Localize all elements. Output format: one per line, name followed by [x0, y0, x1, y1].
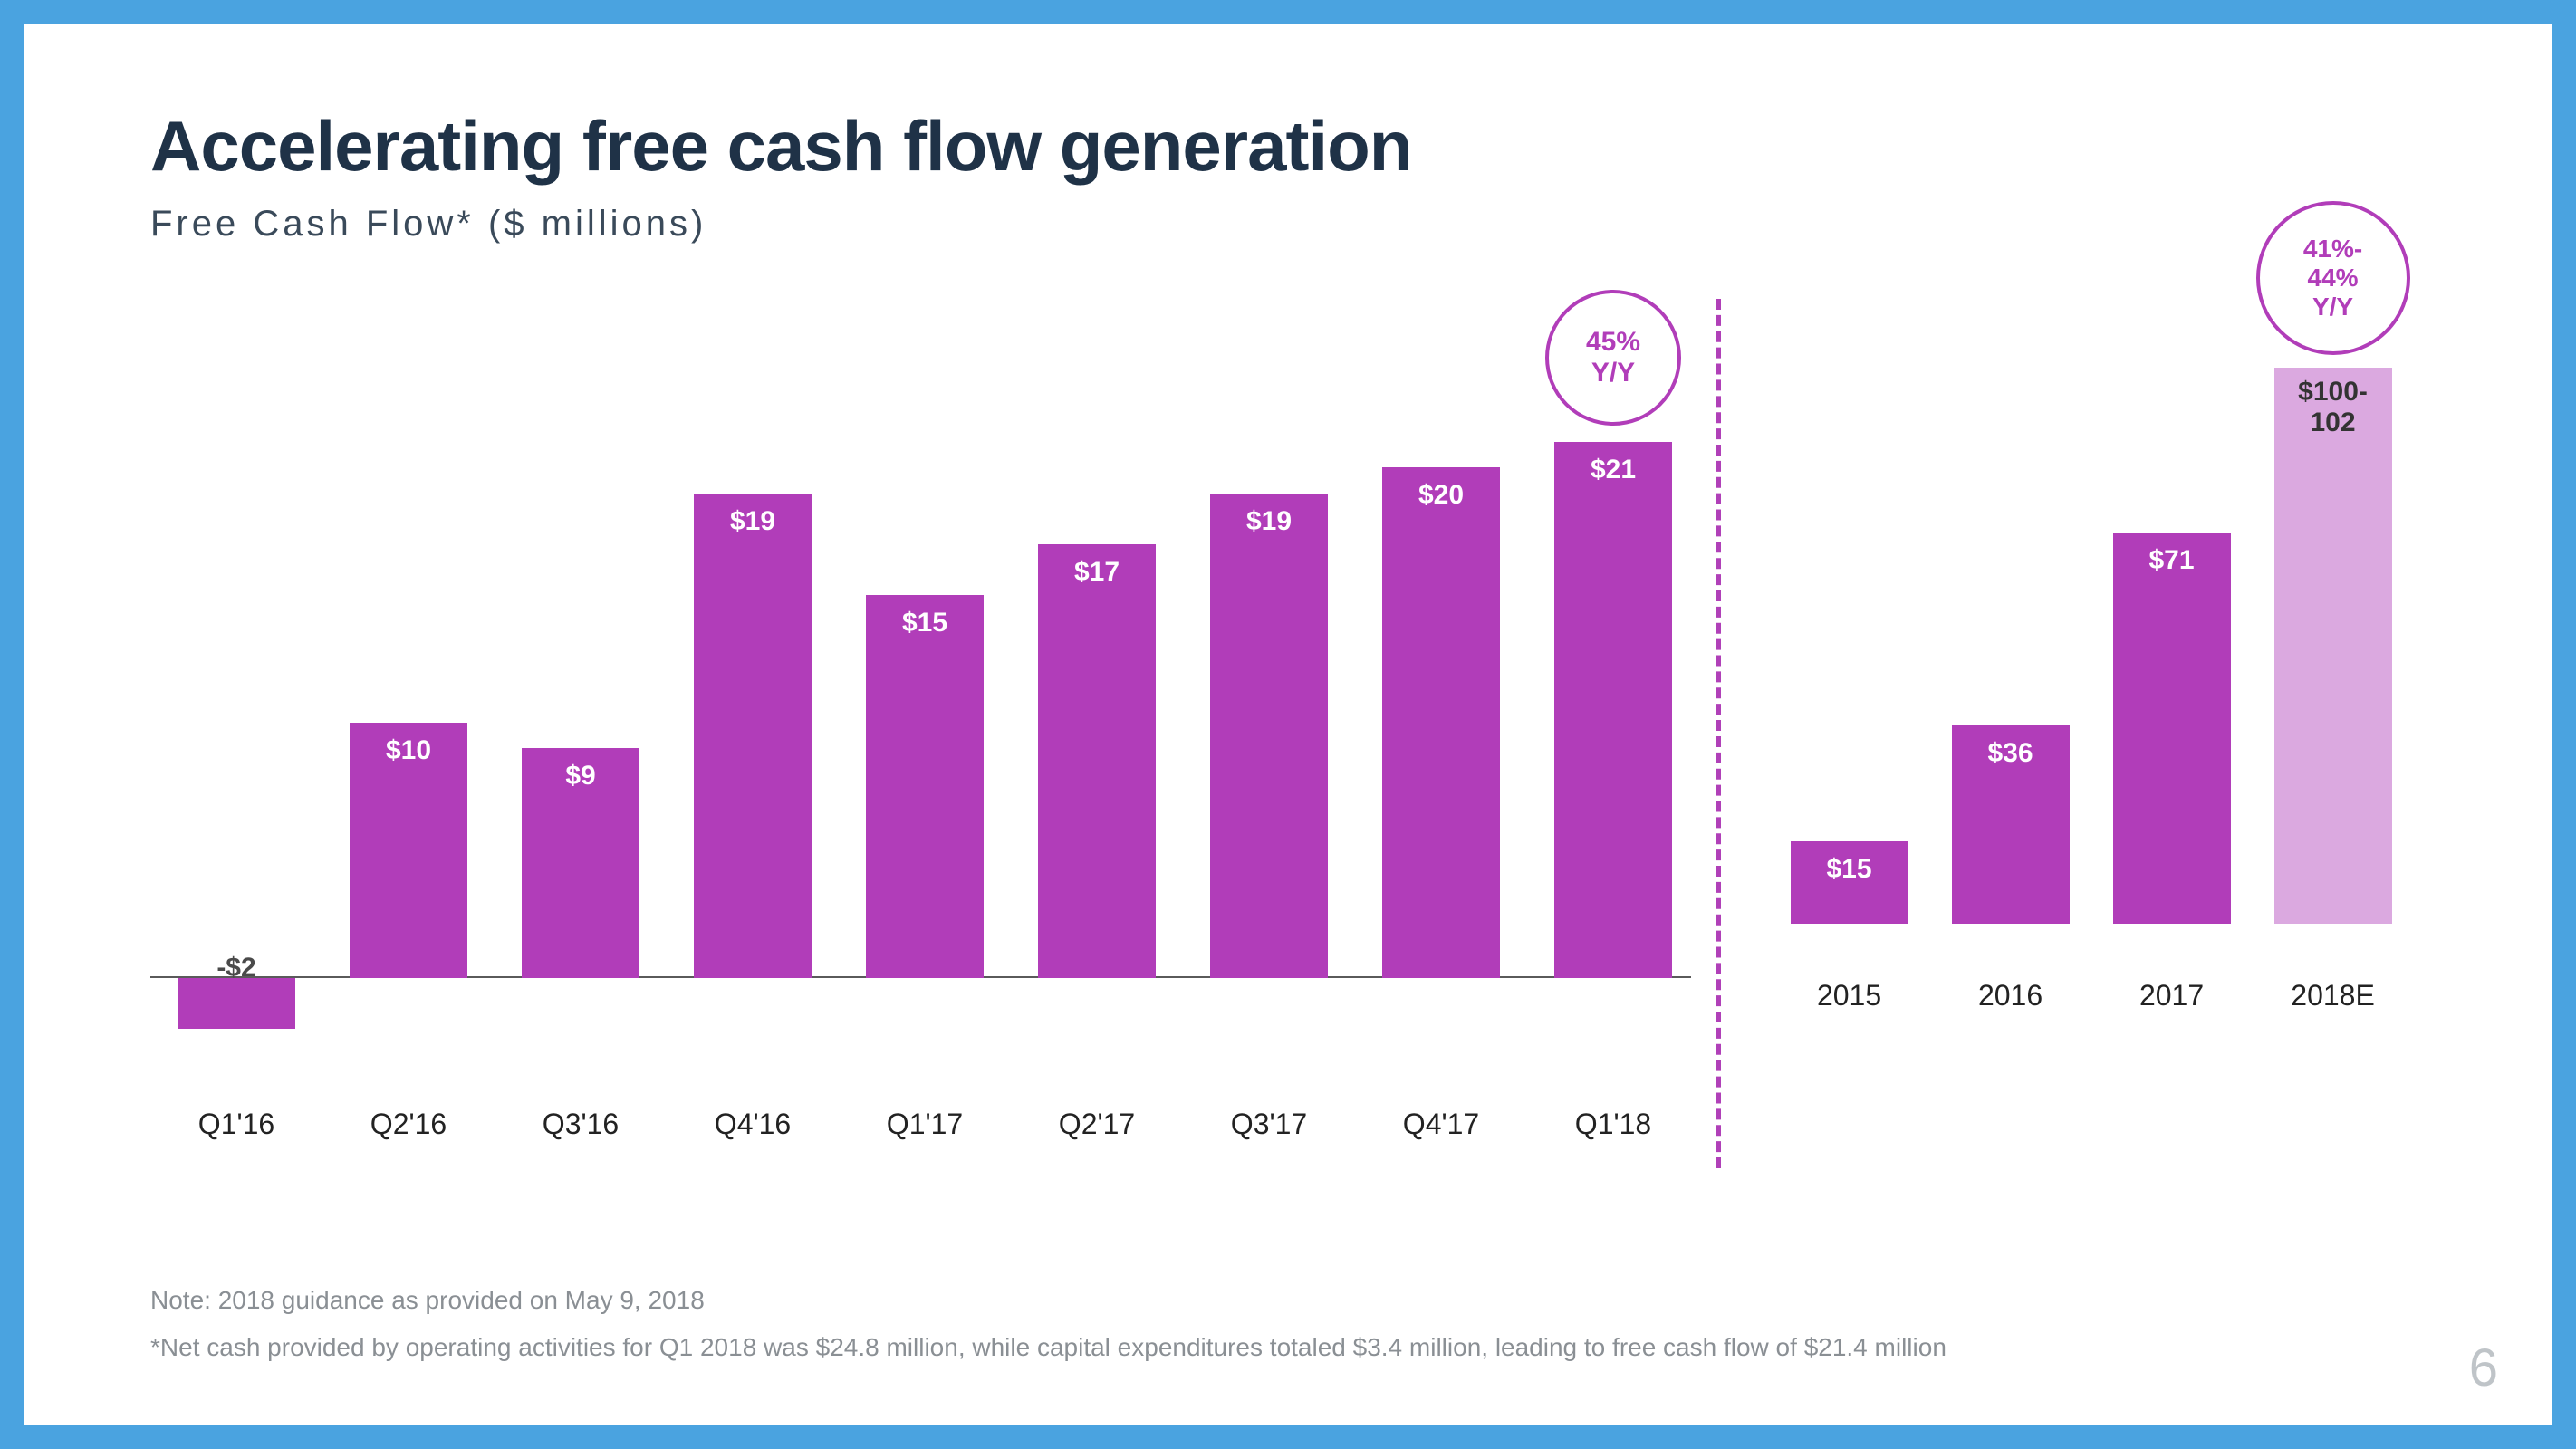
annual-chart: $152015$362016$712017$100- 1022018E41%- … — [1745, 299, 2444, 1168]
quarterly-bar-label: $17 — [1038, 557, 1156, 588]
quarterly-callout: 45% Y/Y — [1545, 290, 1681, 426]
quarterly-bar: $15 — [866, 417, 984, 1032]
quarterly-bar-label: $9 — [522, 761, 639, 792]
quarterly-xlabel: Q2'17 — [1020, 1108, 1174, 1141]
annual-bar-label: $15 — [1791, 854, 1908, 885]
quarterly-bar-rect — [694, 494, 812, 978]
quarterly-chart: -$2 Q1'16 $10 Q2'16 $9 Q3'16 $19 Q4'16 $15 Q1'17 $… — [150, 299, 1691, 1168]
annual-bar: $36 — [1952, 362, 2070, 978]
annual-bar-rect — [2274, 368, 2392, 924]
quarterly-bar-rect — [1210, 494, 1328, 978]
quarterly-bar: -$2 — [178, 417, 295, 1032]
page-number: 6 — [2469, 1338, 2498, 1398]
quarterly-xlabel: Q1'16 — [159, 1108, 313, 1141]
quarterly-bar: $21 — [1554, 417, 1672, 1032]
quarterly-xlabel: Q3'16 — [504, 1108, 658, 1141]
footnote-1: Note: 2018 guidance as provided on May 9… — [150, 1286, 2408, 1315]
annual-bar: $15 — [1791, 362, 1908, 978]
quarterly-xlabel: Q2'16 — [332, 1108, 485, 1141]
quarterly-xlabel: Q4'16 — [676, 1108, 830, 1141]
annual-xlabel: 2016 — [1934, 979, 2088, 1012]
annual-bar-label: $36 — [1952, 738, 2070, 769]
quarterly-bar: $9 — [522, 417, 639, 1032]
annual-xlabel: 2017 — [2095, 979, 2249, 1012]
footnote-2: *Net cash provided by operating activiti… — [150, 1333, 2408, 1362]
quarterly-bar-label: $19 — [1210, 506, 1328, 537]
quarterly-bar: $19 — [694, 417, 812, 1032]
quarterly-bar-label: $10 — [350, 735, 467, 766]
quarterly-bar: $10 — [350, 417, 467, 1032]
quarterly-bar: $19 — [1210, 417, 1328, 1032]
quarterly-bar-rect — [1038, 544, 1156, 978]
annual-bar-label: $71 — [2113, 545, 2231, 576]
quarterly-plot: -$2 Q1'16 $10 Q2'16 $9 Q3'16 $19 Q4'16 $15 Q1'17 $… — [150, 362, 1691, 1141]
slide-subtitle: Free Cash Flow* ($ millions) — [150, 204, 2444, 245]
slide-frame: Accelerating free cash flow generation F… — [0, 0, 2576, 1449]
annual-plot: $152015$362016$712017$100- 1022018E41%- … — [1745, 362, 2444, 1012]
quarterly-bar-rect — [1382, 467, 1500, 978]
quarterly-bar: $20 — [1382, 417, 1500, 1032]
quarterly-bar-label: -$2 — [178, 953, 295, 984]
quarterly-bar-label: $19 — [694, 506, 812, 537]
quarterly-bar-label: $15 — [866, 608, 984, 638]
quarterly-bar-label: $20 — [1382, 480, 1500, 511]
annual-bar: $71 — [2113, 362, 2231, 978]
quarterly-bar-rect — [1554, 442, 1672, 978]
annual-xlabel: 2018E — [2256, 979, 2410, 1012]
quarterly-xlabel: Q4'17 — [1364, 1108, 1518, 1141]
quarterly-xlabel: Q1'18 — [1536, 1108, 1690, 1141]
quarterly-bar-rect — [178, 978, 295, 1029]
quarterly-bar-rect — [866, 595, 984, 978]
annual-bar-label: $100- 102 — [2274, 377, 2392, 438]
annual-bar-rect — [2113, 533, 2231, 924]
footnotes: Note: 2018 guidance as provided on May 9… — [150, 1268, 2408, 1362]
quarterly-xlabel: Q3'17 — [1192, 1108, 1346, 1141]
annual-callout: 41%- 44% Y/Y — [2256, 201, 2410, 355]
chart-divider-line — [1716, 299, 1721, 1168]
charts-row: -$2 Q1'16 $10 Q2'16 $9 Q3'16 $19 Q4'16 $15 Q1'17 $… — [150, 299, 2444, 1168]
annual-xlabel: 2015 — [1773, 979, 1927, 1012]
quarterly-xlabel: Q1'17 — [848, 1108, 1002, 1141]
slide-title: Accelerating free cash flow generation — [150, 105, 2444, 187]
quarterly-bar: $17 — [1038, 417, 1156, 1032]
annual-bar: $100- 102 — [2274, 362, 2392, 978]
chart-divider — [1691, 299, 1745, 1168]
quarterly-bar-label: $21 — [1554, 455, 1672, 485]
